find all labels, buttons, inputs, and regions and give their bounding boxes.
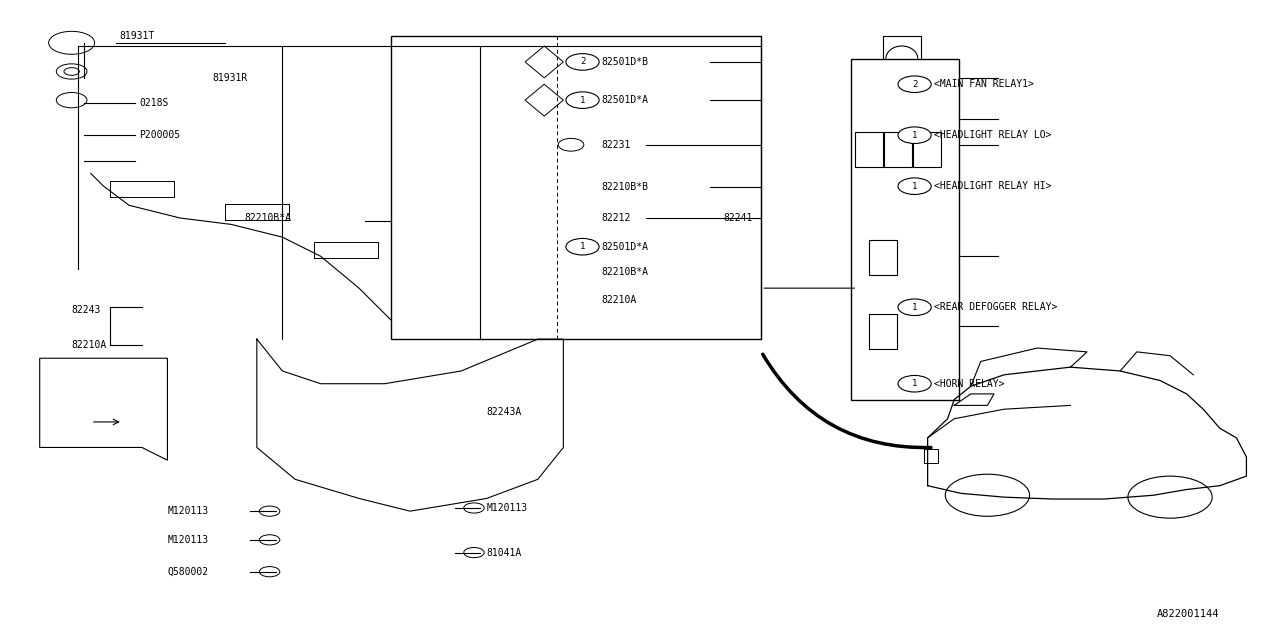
Polygon shape bbox=[525, 84, 563, 116]
Text: 82501D*B: 82501D*B bbox=[602, 57, 649, 67]
Text: 1: 1 bbox=[911, 303, 918, 312]
Circle shape bbox=[899, 376, 932, 392]
Text: A822001144: A822001144 bbox=[1157, 609, 1220, 620]
Text: Q580002: Q580002 bbox=[168, 566, 209, 577]
Text: <MAIN FAN RELAY1>: <MAIN FAN RELAY1> bbox=[934, 79, 1034, 89]
Circle shape bbox=[899, 127, 932, 143]
Bar bbox=[851, 59, 959, 399]
Bar bbox=[390, 36, 762, 339]
Text: 82501D*A: 82501D*A bbox=[602, 95, 649, 105]
Text: 82210A: 82210A bbox=[72, 340, 108, 351]
Bar bbox=[869, 241, 897, 275]
Bar bbox=[855, 132, 883, 167]
Text: 81931T: 81931T bbox=[119, 31, 154, 42]
Circle shape bbox=[260, 566, 280, 577]
Text: M120113: M120113 bbox=[168, 535, 209, 545]
Text: 82210A: 82210A bbox=[602, 294, 637, 305]
Polygon shape bbox=[525, 46, 563, 78]
Text: P200005: P200005 bbox=[140, 130, 180, 140]
Text: 82212: 82212 bbox=[602, 213, 631, 223]
Circle shape bbox=[260, 506, 280, 516]
Text: 81931R: 81931R bbox=[212, 73, 247, 83]
Circle shape bbox=[566, 239, 599, 255]
Circle shape bbox=[463, 503, 484, 513]
Text: M120113: M120113 bbox=[486, 503, 527, 513]
Circle shape bbox=[899, 76, 932, 93]
Bar bbox=[390, 36, 762, 339]
Text: 1: 1 bbox=[911, 380, 918, 388]
Text: 82241: 82241 bbox=[723, 213, 753, 223]
Circle shape bbox=[260, 535, 280, 545]
Bar bbox=[869, 314, 897, 349]
FancyArrowPatch shape bbox=[763, 355, 931, 447]
Text: 82243: 82243 bbox=[72, 305, 101, 316]
Text: 82231: 82231 bbox=[602, 140, 631, 150]
Text: 1: 1 bbox=[911, 182, 918, 191]
Text: <HEADLIGHT RELAY HI>: <HEADLIGHT RELAY HI> bbox=[934, 181, 1051, 191]
Text: 0218S: 0218S bbox=[140, 99, 169, 108]
Bar bbox=[884, 132, 913, 167]
Circle shape bbox=[558, 138, 584, 151]
Circle shape bbox=[566, 54, 599, 70]
Circle shape bbox=[945, 474, 1029, 516]
Text: 82210B*B: 82210B*B bbox=[602, 182, 649, 193]
Text: 81041A: 81041A bbox=[486, 548, 522, 557]
Text: 1: 1 bbox=[580, 242, 585, 252]
Text: 2: 2 bbox=[911, 80, 918, 89]
Circle shape bbox=[1128, 476, 1212, 518]
Circle shape bbox=[899, 299, 932, 316]
Circle shape bbox=[899, 178, 932, 195]
Text: 2: 2 bbox=[580, 58, 585, 67]
Text: 1: 1 bbox=[911, 131, 918, 140]
Polygon shape bbox=[40, 358, 168, 460]
Bar bbox=[914, 132, 941, 167]
Circle shape bbox=[566, 92, 599, 108]
Text: M120113: M120113 bbox=[168, 506, 209, 516]
Text: 82243A: 82243A bbox=[486, 408, 522, 417]
Text: 1: 1 bbox=[580, 95, 585, 105]
Circle shape bbox=[463, 547, 484, 557]
Text: <HEADLIGHT RELAY LO>: <HEADLIGHT RELAY LO> bbox=[934, 130, 1051, 140]
Text: 82210B*A: 82210B*A bbox=[602, 268, 649, 277]
Bar bbox=[924, 449, 937, 463]
Text: <HORN RELAY>: <HORN RELAY> bbox=[934, 379, 1005, 388]
Text: 82210B*A: 82210B*A bbox=[244, 213, 291, 223]
Text: <REAR DEFOGGER RELAY>: <REAR DEFOGGER RELAY> bbox=[934, 302, 1057, 312]
Text: 82501D*A: 82501D*A bbox=[602, 242, 649, 252]
